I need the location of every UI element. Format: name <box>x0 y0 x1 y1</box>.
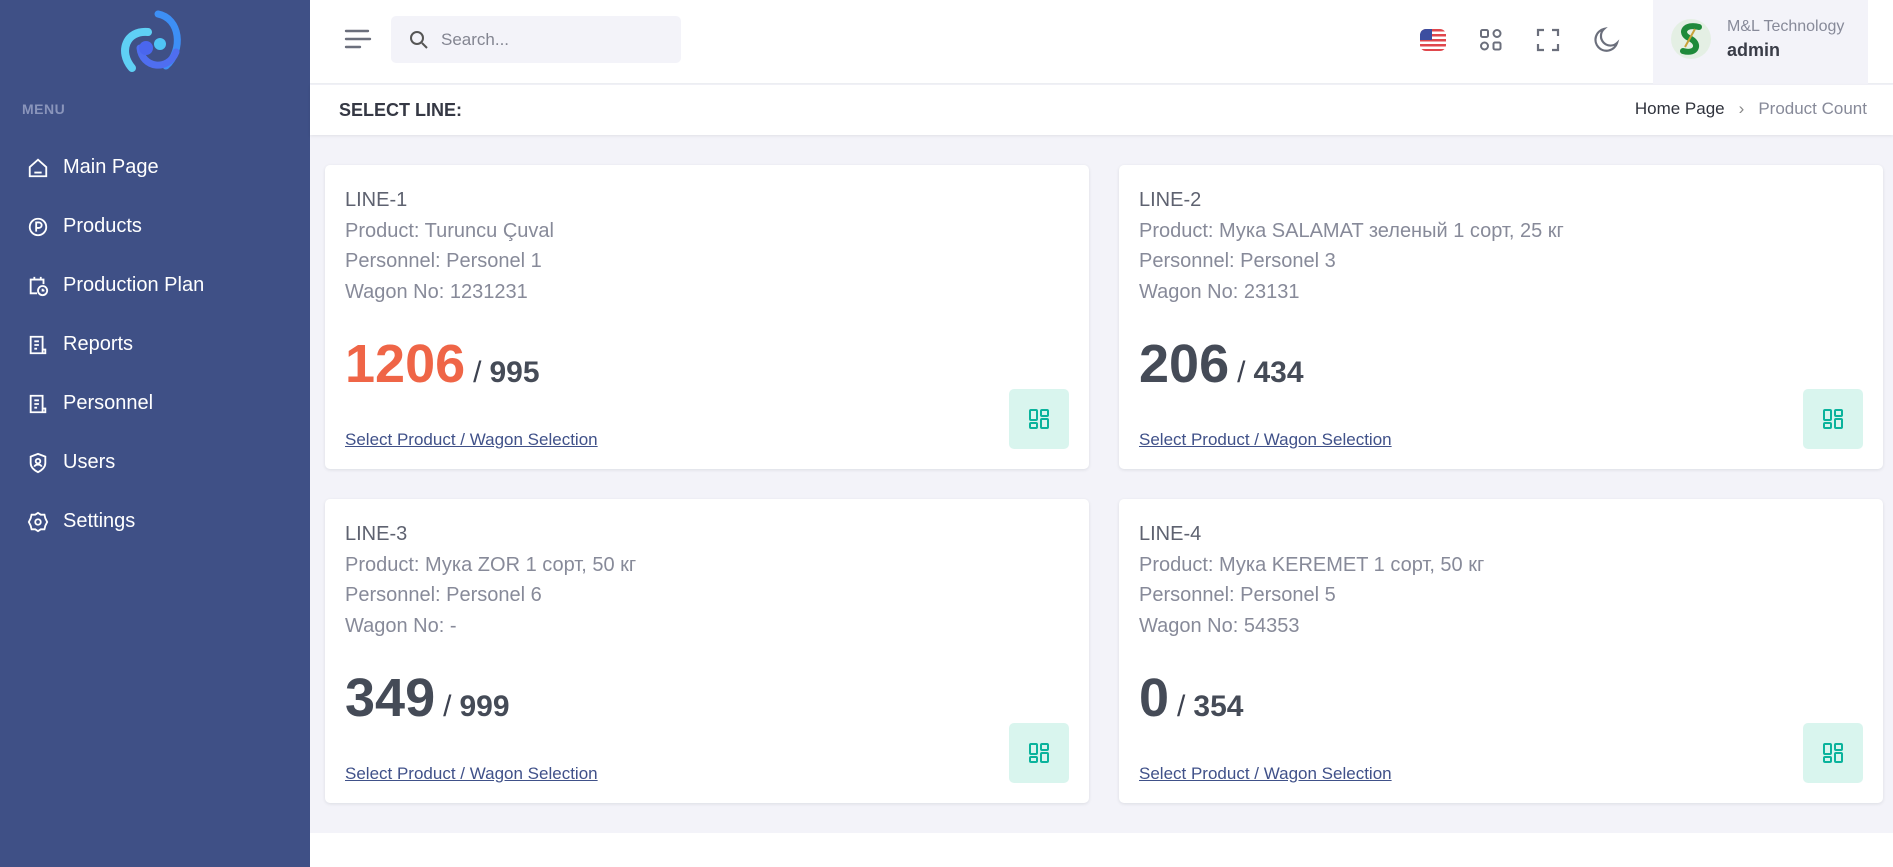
sidebar-item-label: Users <box>63 451 116 473</box>
search-input[interactable] <box>441 29 661 50</box>
count-target: 999 <box>459 690 510 723</box>
sidebar-item-label: Reports <box>63 333 134 355</box>
sidebar-item-label: Production Plan <box>63 274 205 296</box>
dashboard-button[interactable] <box>1803 389 1863 449</box>
sidebar-item-label: Main Page <box>63 156 159 178</box>
line-title: LINE-4 <box>1139 523 1202 545</box>
line-info: LINE-4 Product: Мука KEREMET 1 сорт, 50 … <box>1139 519 1484 641</box>
line-personnel: Personnel: Personel 6 <box>345 584 542 606</box>
search-icon <box>410 30 428 49</box>
home-icon <box>28 158 48 177</box>
line-personnel: Personnel: Personel 3 <box>1139 250 1336 272</box>
count-separator: / <box>443 690 452 723</box>
line-card: LINE-3 Product: Мука ZOR 1 сорт, 50 кг P… <box>325 499 1089 803</box>
count-separator: / <box>1177 690 1186 723</box>
company-name: M&L Technology <box>1727 18 1845 35</box>
user-shield-icon <box>29 452 47 473</box>
sidebar-item-reports[interactable]: Reports <box>0 315 310 374</box>
breadcrumb: Home Page › Product Count <box>1635 99 1867 119</box>
dashboard-grid-icon <box>1823 743 1843 763</box>
search-box[interactable] <box>391 16 681 63</box>
product-count: 206/434 <box>1139 333 1304 395</box>
line-personnel: Personnel: Personel 1 <box>345 250 542 272</box>
count-value: 1206 <box>345 334 466 394</box>
line-wagon: Wagon No: 54353 <box>1139 614 1300 637</box>
line-title: LINE-1 <box>345 189 408 211</box>
document-icon <box>29 335 47 354</box>
sidebar-item-personnel[interactable]: Personnel <box>0 374 310 433</box>
line-title: LINE-2 <box>1139 189 1202 211</box>
breadcrumb-home-link[interactable]: Home Page <box>1634 99 1725 118</box>
hamburger-menu-icon[interactable] <box>344 28 372 50</box>
product-count: 349/999 <box>345 667 510 729</box>
count-target: 995 <box>489 356 540 389</box>
dashboard-button[interactable] <box>1009 389 1069 449</box>
line-card: LINE-1 Product: Turuncu Çuval Personnel:… <box>325 165 1089 469</box>
line-info: LINE-1 Product: Turuncu Çuval Personnel:… <box>345 185 554 307</box>
page-title-bar: SELECT LINE: Home Page › Product Count <box>310 85 1893 135</box>
line-product: Product: Turuncu Çuval <box>345 219 554 242</box>
apps-grid-icon[interactable] <box>1477 26 1505 54</box>
count-value: 349 <box>345 668 436 728</box>
select-product-wagon-link[interactable]: Select Product / Wagon Selection <box>1139 430 1392 449</box>
sidebar-item-products[interactable]: Products <box>0 197 310 256</box>
sidebar-item-label: Personnel <box>63 392 154 414</box>
line-wagon: Wagon No: - <box>345 614 457 637</box>
chevron-right-icon: › <box>1738 99 1745 118</box>
count-target: 354 <box>1193 690 1244 723</box>
dashboard-grid-icon <box>1029 409 1049 429</box>
sidebar: MENU Main Page Products Production Plan … <box>0 0 310 867</box>
user-profile-dropdown[interactable]: M&L Technology admin <box>1653 0 1868 84</box>
avatar <box>1671 19 1711 59</box>
line-card: LINE-2 Product: Мука SALAMAT зеленый 1 с… <box>1119 165 1883 469</box>
count-value: 206 <box>1139 334 1230 394</box>
sidebar-item-label: Products <box>63 215 142 237</box>
line-personnel: Personnel: Personel 5 <box>1139 584 1336 606</box>
product-circle-icon <box>28 217 48 236</box>
dashboard-grid-icon <box>1029 743 1049 763</box>
menu-title: MENU <box>22 101 66 117</box>
sidebar-item-main-page[interactable]: Main Page <box>0 138 310 197</box>
line-info: LINE-2 Product: Мука SALAMAT зеленый 1 с… <box>1139 185 1564 307</box>
line-wagon: Wagon No: 1231231 <box>345 280 528 303</box>
sidebar-item-label: Settings <box>63 510 136 532</box>
line-product: Product: Мука SALAMAT зеленый 1 сорт, 25… <box>1139 219 1564 242</box>
topbar: M&L Technology admin <box>310 0 1893 84</box>
footer <box>310 833 1893 867</box>
dashboard-grid-icon <box>1823 409 1843 429</box>
dark-mode-moon-icon[interactable] <box>1592 26 1620 54</box>
breadcrumb-current: Product Count <box>1758 99 1867 118</box>
count-separator: / <box>1237 356 1246 389</box>
user-name: admin <box>1727 40 1781 60</box>
select-product-wagon-link[interactable]: Select Product / Wagon Selection <box>345 764 598 783</box>
page-title: SELECT LINE: <box>339 100 463 120</box>
gear-icon <box>27 511 49 532</box>
line-product: Product: Мука ZOR 1 сорт, 50 кг <box>345 553 637 576</box>
line-wagon: Wagon No: 23131 <box>1139 280 1300 303</box>
us-flag-icon[interactable] <box>1419 26 1447 54</box>
line-product: Product: Мука KEREMET 1 сорт, 50 кг <box>1139 553 1485 576</box>
dashboard-button[interactable] <box>1009 723 1069 783</box>
count-value: 0 <box>1139 668 1170 728</box>
line-card: LINE-4 Product: Мука KEREMET 1 сорт, 50 … <box>1119 499 1883 803</box>
fullscreen-icon[interactable] <box>1534 26 1562 54</box>
line-info: LINE-3 Product: Мука ZOR 1 сорт, 50 кг P… <box>345 519 636 641</box>
product-count: 1206/995 <box>345 333 540 395</box>
count-target: 434 <box>1253 356 1304 389</box>
dashboard-button[interactable] <box>1803 723 1863 783</box>
select-product-wagon-link[interactable]: Select Product / Wagon Selection <box>345 430 598 449</box>
calendar-clock-icon <box>29 276 49 296</box>
document-icon <box>29 394 47 413</box>
product-count: 0/354 <box>1139 667 1243 729</box>
line-title: LINE-3 <box>345 523 408 545</box>
sidebar-item-users[interactable]: Users <box>0 433 310 492</box>
app-logo[interactable] <box>118 8 188 76</box>
sidebar-nav: Main Page Products Production Plan Repor… <box>0 138 310 551</box>
sidebar-item-settings[interactable]: Settings <box>0 492 310 551</box>
sidebar-item-production-plan[interactable]: Production Plan <box>0 256 310 315</box>
select-product-wagon-link[interactable]: Select Product / Wagon Selection <box>1139 764 1392 783</box>
count-separator: / <box>473 356 482 389</box>
